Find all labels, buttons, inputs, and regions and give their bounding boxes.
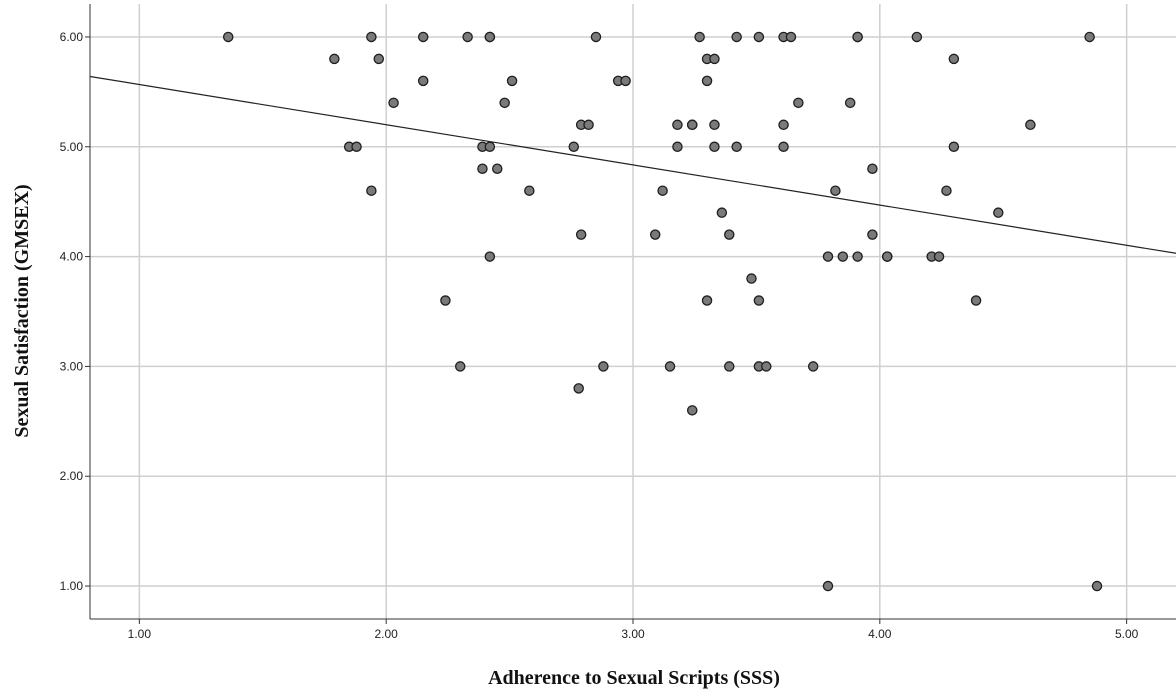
data-point bbox=[499, 97, 510, 109]
data-point bbox=[506, 75, 518, 87]
data-point bbox=[694, 31, 705, 43]
data-point bbox=[753, 295, 765, 306]
data-point bbox=[716, 207, 728, 218]
data-point bbox=[852, 251, 863, 262]
data-point bbox=[351, 141, 362, 153]
data-point bbox=[701, 295, 713, 306]
data-point bbox=[462, 31, 473, 43]
y-tick-labels: 1.00 2.00 3.00 4.00 5.00 6.00 bbox=[60, 30, 90, 593]
data-point bbox=[837, 251, 849, 262]
data-point bbox=[731, 141, 742, 153]
data-point bbox=[373, 53, 385, 65]
data-point bbox=[573, 383, 584, 394]
data-point bbox=[649, 229, 661, 240]
data-point bbox=[1084, 31, 1095, 43]
data-point bbox=[844, 97, 856, 109]
data-point bbox=[620, 75, 631, 87]
x-tick-label: 3.00 bbox=[621, 627, 645, 641]
y-tick-label: 1.00 bbox=[60, 579, 84, 593]
data-point bbox=[807, 361, 819, 372]
data-point bbox=[933, 251, 945, 262]
data-point bbox=[417, 75, 429, 87]
data-point bbox=[484, 31, 496, 43]
data-point bbox=[329, 53, 340, 65]
data-point bbox=[911, 31, 923, 43]
data-point bbox=[778, 119, 789, 131]
data-point bbox=[491, 163, 503, 174]
y-tick-label: 5.00 bbox=[60, 140, 84, 154]
x-axis-title: Adherence to Sexual Scripts (SSS) bbox=[488, 667, 780, 689]
x-tick-label: 1.00 bbox=[128, 627, 152, 641]
data-point bbox=[709, 53, 720, 65]
data-point bbox=[568, 141, 580, 153]
data-point bbox=[417, 31, 429, 43]
data-point bbox=[388, 97, 399, 109]
data-point bbox=[970, 295, 982, 306]
data-point bbox=[867, 229, 878, 240]
x-tick-label: 5.00 bbox=[1115, 627, 1139, 641]
data-point bbox=[822, 580, 834, 592]
data-point bbox=[724, 361, 735, 372]
data-point bbox=[822, 251, 834, 262]
y-tick-label: 3.00 bbox=[60, 359, 84, 373]
x-tick-labels: 1.00 2.00 3.00 4.00 5.00 bbox=[128, 619, 1139, 641]
data-point bbox=[440, 295, 451, 306]
data-point bbox=[590, 31, 602, 43]
y-gridlines bbox=[90, 36, 1176, 587]
data-point bbox=[785, 31, 797, 43]
data-point bbox=[746, 273, 757, 284]
y-tick-label: 2.00 bbox=[60, 469, 84, 483]
data-point bbox=[477, 163, 488, 174]
data-point bbox=[830, 185, 841, 196]
y-tick-label: 4.00 bbox=[60, 250, 84, 264]
data-point bbox=[672, 141, 683, 153]
data-point bbox=[709, 141, 720, 153]
data-point bbox=[484, 251, 496, 262]
data-point bbox=[583, 119, 594, 131]
data-point bbox=[778, 141, 789, 153]
data-point bbox=[686, 405, 698, 416]
data-point bbox=[657, 185, 668, 196]
data-point bbox=[993, 207, 1004, 218]
data-point bbox=[1025, 119, 1036, 131]
data-point bbox=[761, 361, 772, 372]
data-point bbox=[709, 119, 720, 131]
data-point bbox=[724, 229, 735, 240]
data-point bbox=[948, 141, 960, 153]
data-point bbox=[753, 31, 765, 43]
y-axis-title: Sexual Satisfaction (GMSEX) bbox=[11, 184, 33, 437]
data-point bbox=[701, 75, 713, 87]
data-point bbox=[672, 119, 683, 131]
data-point bbox=[366, 31, 377, 43]
data-point bbox=[524, 185, 535, 196]
x-tick-label: 2.00 bbox=[375, 627, 399, 641]
data-point bbox=[881, 251, 893, 262]
data-point bbox=[598, 361, 609, 372]
data-point bbox=[731, 31, 742, 43]
data-point bbox=[1091, 580, 1103, 592]
data-point bbox=[454, 361, 466, 372]
y-tick-label: 6.00 bbox=[60, 30, 84, 44]
data-point bbox=[686, 119, 698, 131]
x-gridlines bbox=[138, 4, 1128, 619]
data-point bbox=[867, 163, 878, 174]
data-point bbox=[948, 53, 960, 65]
fit-line bbox=[89, 75, 1176, 254]
data-point bbox=[793, 97, 804, 109]
data-point bbox=[222, 31, 234, 43]
data-point bbox=[366, 185, 377, 196]
data-points bbox=[222, 31, 1103, 592]
x-tick-label: 4.00 bbox=[868, 627, 892, 641]
data-point bbox=[852, 31, 863, 43]
data-point bbox=[575, 229, 587, 240]
data-point bbox=[941, 185, 952, 196]
data-point bbox=[664, 361, 676, 372]
data-point bbox=[484, 141, 496, 153]
